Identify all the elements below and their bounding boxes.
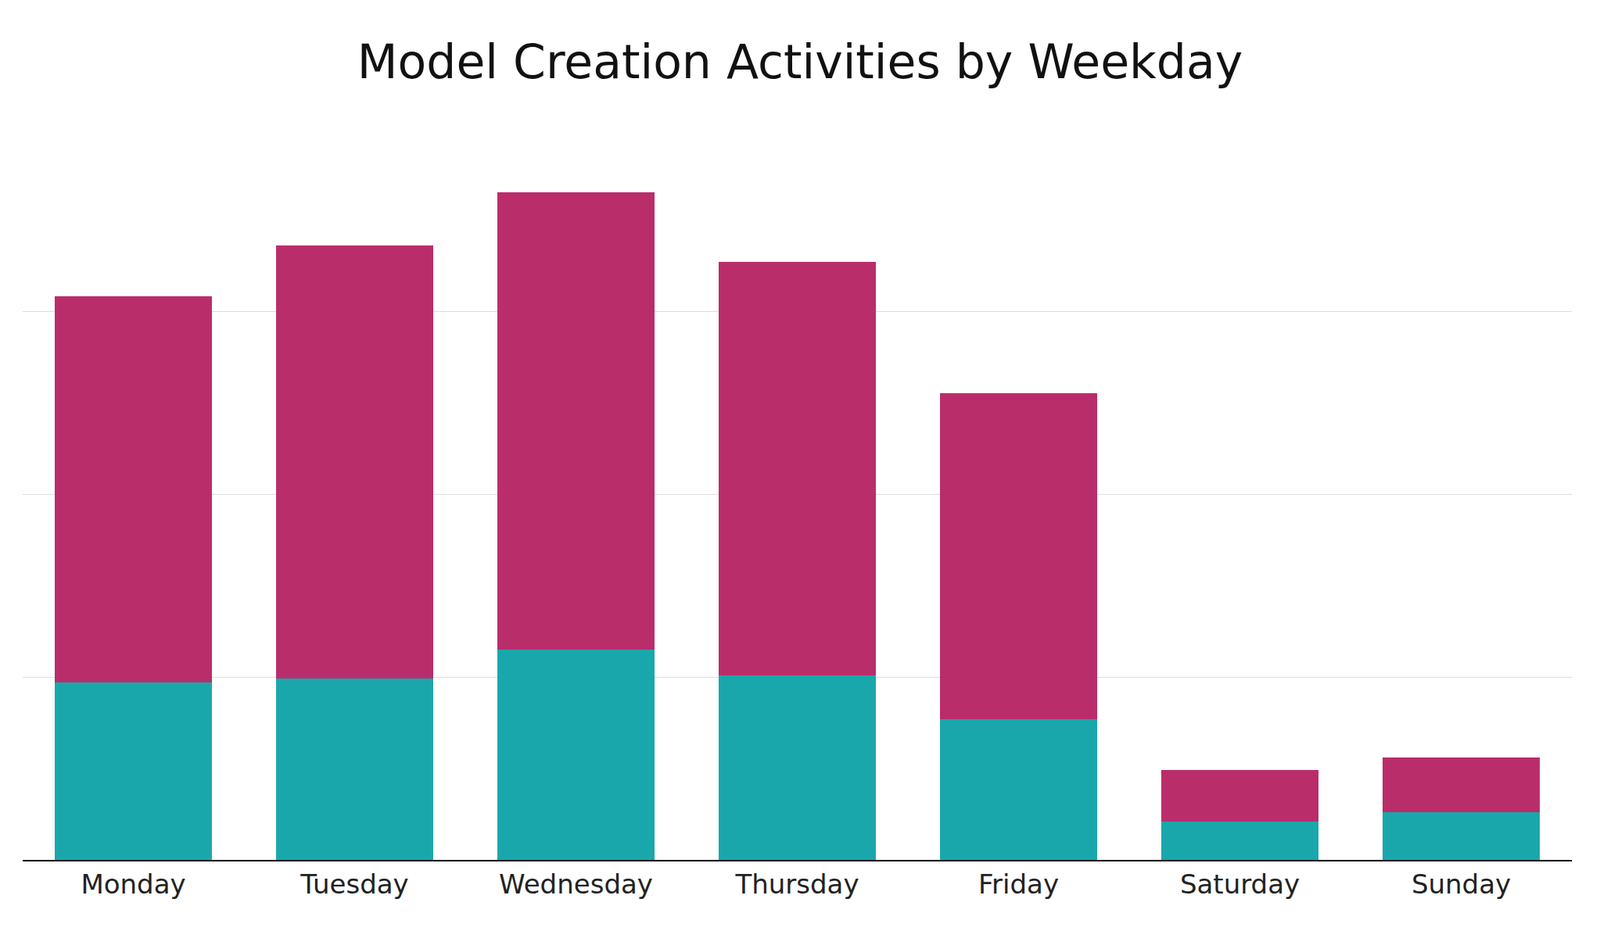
svg-text:Wednesday: Wednesday bbox=[498, 868, 653, 901]
svg-text:Thursday: Thursday bbox=[734, 868, 859, 901]
svg-text:Tuesday: Tuesday bbox=[299, 868, 409, 901]
svg-text:Model Creation Activities by W: Model Creation Activities by Weekday bbox=[357, 34, 1243, 90]
svg-text:Saturday: Saturday bbox=[1180, 868, 1300, 901]
svg-text:Monday: Monday bbox=[80, 868, 186, 901]
svg-text:Friday: Friday bbox=[978, 868, 1059, 901]
svg-text:Sunday: Sunday bbox=[1411, 868, 1511, 901]
